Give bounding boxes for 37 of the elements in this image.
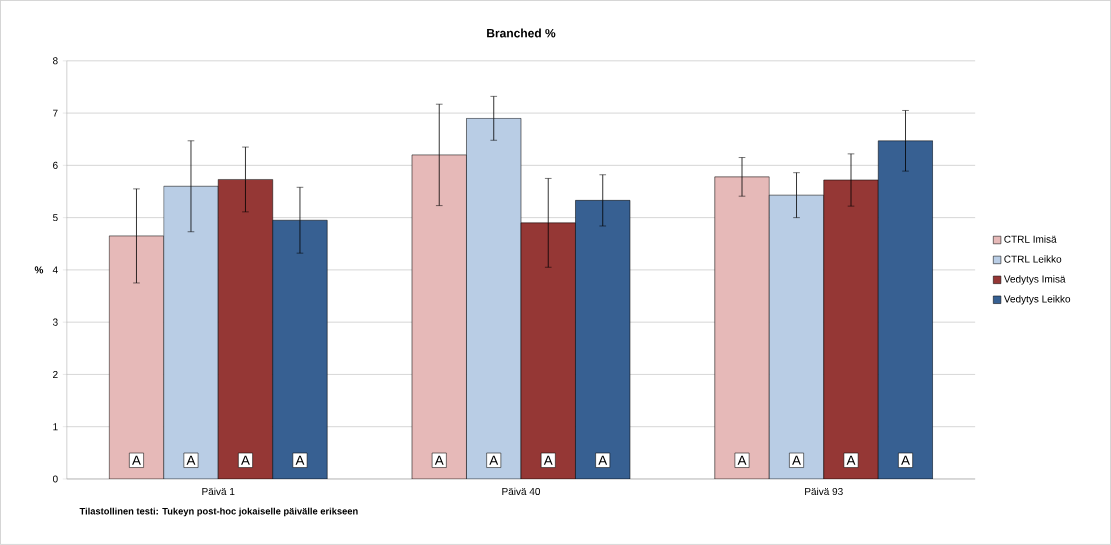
y-tick-label: 7: [53, 109, 58, 117]
legend-label: CTRL Leikko: [1004, 255, 1062, 263]
y-axis-title: %: [34, 266, 44, 274]
y-tick-label: 8: [52, 57, 58, 65]
annotation: A: [901, 455, 910, 465]
annotation: A: [241, 455, 250, 465]
annotation: A: [186, 455, 196, 465]
y-tick-label: 0: [52, 475, 58, 483]
bar: [272, 220, 328, 480]
annotation: A: [295, 455, 305, 465]
legend-label: CTRL Imisä: [1004, 235, 1057, 243]
text: Tilastollinen testi: Tukeyn post-hoc jokaiselle päivälle erikseen: [79, 507, 358, 517]
bar: [877, 140, 934, 480]
y-tick-label: 1: [53, 423, 58, 431]
x-tick-label: Päivä 40: [502, 487, 541, 496]
annotation: A: [737, 455, 747, 465]
y-tick-label: 5: [52, 214, 58, 222]
annotation: A: [792, 455, 801, 465]
bar: [575, 200, 631, 480]
y-tick-label: 6: [53, 161, 58, 170]
y-tick-label: 2: [53, 371, 58, 379]
annotation: A: [489, 455, 499, 465]
annotation: A: [434, 455, 444, 465]
legend-label: Vedytys Imisä: [1003, 275, 1066, 285]
chart-title: Branched %: [487, 28, 556, 38]
bar: [217, 179, 273, 480]
y-tick-label: 3: [52, 318, 58, 326]
annotation: A: [543, 455, 553, 465]
y-tick-label: 4: [52, 266, 58, 274]
annotation: A: [846, 455, 856, 465]
x-tick-label: Päivä 1: [202, 487, 235, 496]
bar: [520, 222, 576, 480]
annotation: A: [132, 455, 141, 465]
bar: [823, 179, 879, 480]
x-tick-label: Päivä 93: [805, 487, 843, 496]
legend-label: Vedytys Leikko: [1003, 295, 1071, 305]
annotation: A: [598, 455, 608, 465]
